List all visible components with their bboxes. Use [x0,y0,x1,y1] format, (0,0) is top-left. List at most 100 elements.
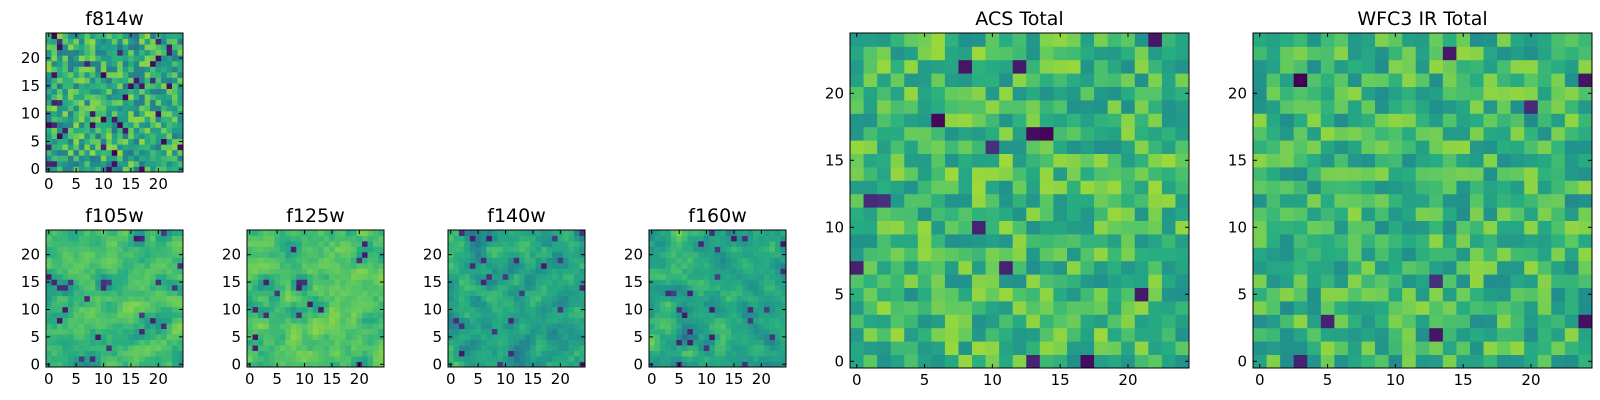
heatmap-cell [904,247,919,262]
heatmap-cell [524,345,531,351]
heatmap-cell [780,350,787,357]
heatmap-cell [775,290,781,297]
heatmap-cell [665,317,672,324]
heatmap-cell [67,323,74,330]
heatmap-cell [252,257,259,264]
heatmap-cell [519,273,526,280]
heatmap-cell [747,240,754,247]
heatmap-cell [665,262,672,269]
heatmap-cell [475,301,482,308]
heatmap-cell [78,94,85,101]
heatmap-cell [1442,314,1457,329]
heatmap-cell [307,257,314,264]
heatmap-cell [1578,220,1593,235]
heatmap-cell [502,350,509,357]
heatmap-cell [111,166,118,173]
heatmap-cell [329,268,336,275]
heatmap-cell [323,240,330,247]
heatmap-cell [502,284,509,291]
heatmap-cell [177,273,184,280]
heatmap-cell [111,323,118,330]
heatmap-cell [1026,314,1041,329]
heatmap-cell [84,240,91,247]
heatmap-cell [106,246,113,253]
heatmap-cell [62,144,69,151]
heatmap-cell [519,268,526,275]
heatmap-cell [714,251,721,258]
heatmap-cell [1107,113,1122,128]
heatmap-cell [535,350,542,357]
heatmap-cell [161,88,167,95]
heatmap-cell [73,240,80,247]
heatmap-cell [100,127,107,134]
heatmap-cell [1524,193,1539,208]
heatmap-cell [736,240,743,247]
heatmap-cell [546,361,553,368]
heatmap-cell [73,246,80,253]
heatmap-cell [1510,33,1525,47]
heatmap-cell [1121,274,1136,288]
heatmap-cell [692,235,699,242]
heatmap-cell [1510,126,1525,141]
heatmap-cell [166,312,173,319]
heatmap-cell [513,306,520,313]
heatmap-cell [687,339,694,346]
heatmap-cell [568,290,575,297]
heatmap-cell [1107,274,1122,288]
heatmap-cell [78,71,85,78]
y-tick-label: 5 [834,285,844,303]
heatmap-cell [497,339,504,346]
heatmap-cell [1402,73,1417,87]
heatmap-cell [1375,327,1389,342]
heatmap-cell [351,361,357,368]
heatmap-cell [56,317,63,324]
heatmap-cell [720,306,727,313]
heatmap-cell [1510,167,1525,181]
heatmap-cell [775,350,781,357]
heatmap-cell [1375,86,1389,101]
heatmap-cell [1293,207,1308,221]
heatmap-cell [1066,234,1081,248]
heatmap-cell [917,314,932,329]
heatmap-cell [458,312,465,319]
heatmap-cell [513,273,520,280]
heatmap-cell [780,235,787,242]
heatmap-cell [464,246,471,253]
heatmap-cell [67,55,74,62]
heatmap-cell [144,251,151,258]
heatmap-cell [1012,113,1027,128]
heatmap-cell [106,71,113,78]
heatmap-cell [177,246,184,253]
heatmap-cell [100,273,107,280]
heatmap-cell [890,247,905,262]
heatmap-cell [285,317,292,324]
heatmap-cell [122,328,129,335]
heatmap-cell [155,38,162,45]
heatmap-cell [133,306,140,313]
heatmap-cell [263,301,270,308]
heatmap-cell [931,46,946,61]
heatmap-cell [1415,73,1430,87]
y-tick-label: 15 [21,273,40,291]
heatmap-cell [128,71,135,78]
heatmap-cell [117,356,124,362]
heatmap-cell [334,235,341,242]
heatmap-cell [1307,100,1322,114]
heatmap-cell [687,290,694,297]
heatmap-cell [958,341,973,355]
heatmap-cell [274,246,281,253]
heatmap-cell [747,257,754,264]
heatmap-cell [51,105,58,112]
heatmap-cell [464,235,471,242]
heatmap-cell [497,334,504,340]
heatmap-cell [931,234,946,248]
heatmap-cell [1388,301,1403,315]
heatmap-cell [95,99,102,106]
heatmap-cell [285,268,292,275]
heatmap-cell [654,235,661,242]
heatmap-cell [172,55,178,62]
heatmap-cell [274,328,281,335]
heatmap-cell [56,138,63,145]
heatmap-cell [1293,86,1308,101]
heatmap-cell [469,251,476,258]
